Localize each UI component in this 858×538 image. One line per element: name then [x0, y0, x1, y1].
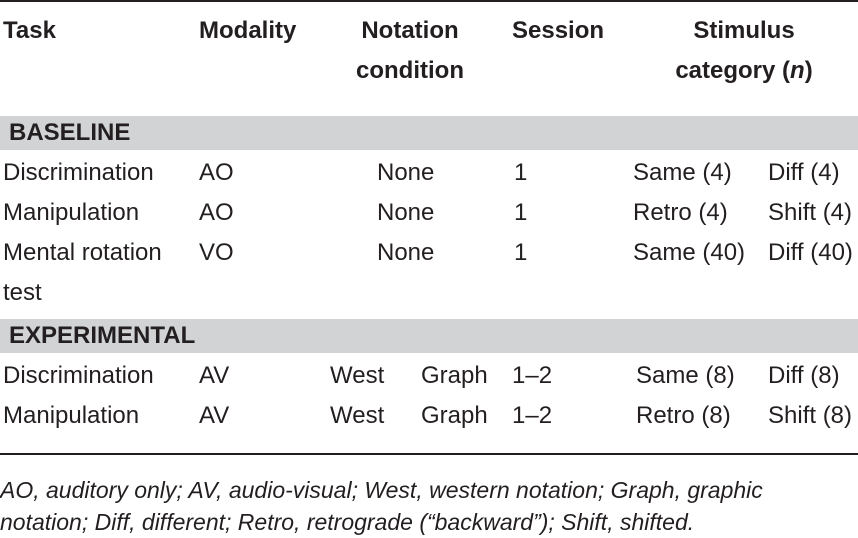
header-session: Session: [512, 17, 605, 44]
row-modality: AV: [199, 362, 230, 389]
row-session: 1–2: [512, 402, 553, 429]
row-session: 1: [514, 159, 528, 186]
header-task: Task: [3, 17, 56, 44]
header-modality: Modality: [199, 17, 297, 44]
row-modality: AO: [199, 199, 234, 226]
row-notation: None: [377, 159, 435, 186]
row-session: 1–2: [512, 362, 553, 389]
row-task: Mental rotation: [3, 239, 162, 266]
bottom-rule: [0, 453, 858, 455]
row-modality: AO: [199, 159, 234, 186]
row-category-2: Diff (40): [768, 239, 853, 266]
row-notation-graph: Graph: [421, 362, 488, 389]
top-rule: [0, 0, 858, 2]
header-notation-line1: Notation: [361, 17, 459, 44]
row-modality: AV: [199, 402, 230, 429]
row-category-1: Same (8): [636, 362, 735, 389]
row-task: Discrimination: [3, 159, 154, 186]
row-notation-west: West: [330, 362, 385, 389]
row-notation: None: [377, 199, 435, 226]
row-modality: VO: [199, 239, 234, 266]
row-category-1: Same (4): [633, 159, 732, 186]
header-stimulus-line2: category (n): [675, 57, 813, 84]
row-category-2: Diff (4): [768, 159, 840, 186]
section-title-experimental: EXPERIMENTAL: [9, 322, 196, 349]
section-band-experimental: [0, 319, 858, 353]
row-task: Manipulation: [3, 402, 140, 429]
row-task: Discrimination: [3, 362, 154, 389]
footnote-line-2: notation; Diff, different; Retro, retrog…: [0, 509, 695, 535]
row-notation-west: West: [330, 402, 385, 429]
section-band-baseline: [0, 116, 858, 150]
row-category-1: Retro (8): [636, 402, 731, 429]
row-category-2: Diff (8): [768, 362, 840, 389]
section-title-baseline: BASELINE: [9, 119, 131, 146]
table-footnote: AO, auditory only; AV, audio-visual; Wes…: [0, 474, 858, 538]
row-notation: None: [377, 239, 435, 266]
row-category-1: Retro (4): [633, 199, 728, 226]
row-task: Manipulation: [3, 199, 140, 226]
row-notation-graph: Graph: [421, 402, 488, 429]
row-category-2: Shift (4): [768, 199, 853, 226]
row-session: 1: [514, 239, 528, 266]
row-task-continued: test: [3, 279, 42, 306]
row-category-1: Same (40): [633, 239, 746, 266]
footnote-line-1: AO, auditory only; AV, audio-visual; Wes…: [0, 477, 763, 503]
row-category-2: Shift (8): [768, 402, 853, 429]
header-notation-line2: condition: [356, 57, 464, 84]
header-stimulus-n: n: [790, 57, 805, 84]
row-session: 1: [514, 199, 528, 226]
header-stimulus-line1: Stimulus: [693, 17, 795, 44]
